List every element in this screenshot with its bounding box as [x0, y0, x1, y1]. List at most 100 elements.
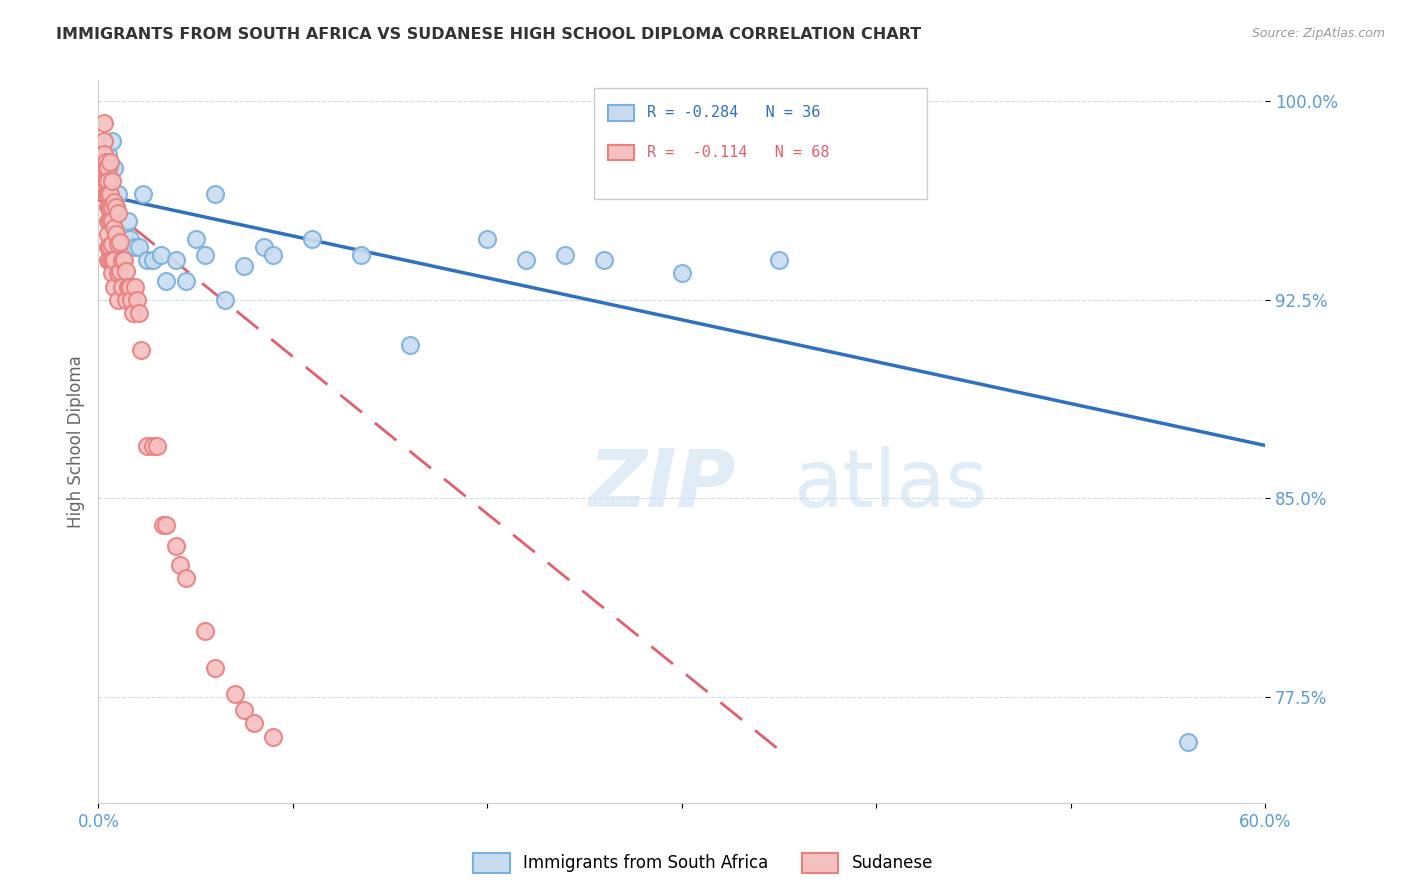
Point [93, 147, 115, 161]
FancyBboxPatch shape [595, 87, 927, 200]
Point [97, 174, 120, 188]
Text: ZIP: ZIP [589, 446, 735, 524]
Point [301, 232, 323, 246]
Point [174, 274, 197, 288]
Point [129, 343, 152, 358]
Point [184, 232, 207, 246]
Point [262, 730, 284, 744]
Point [101, 237, 124, 252]
Point [768, 253, 790, 268]
Point [96, 187, 118, 202]
Point [98, 187, 121, 202]
Point [97, 147, 120, 161]
Point [117, 213, 139, 227]
Point [98, 161, 121, 175]
Point [101, 134, 124, 148]
Point [107, 205, 129, 219]
Point [103, 279, 125, 293]
Point [165, 253, 187, 268]
Point [103, 194, 125, 209]
Point [103, 253, 125, 268]
Point [97, 213, 120, 227]
Legend: Immigrants from South Africa, Sudanese: Immigrants from South Africa, Sudanese [467, 847, 939, 880]
Point [101, 267, 124, 281]
Point [93, 115, 115, 129]
Point [149, 248, 172, 262]
Point [101, 213, 124, 227]
Point [97, 187, 120, 202]
Point [477, 232, 499, 246]
Point [122, 306, 145, 320]
Point [124, 240, 146, 254]
Text: R = -0.284   N = 36: R = -0.284 N = 36 [647, 105, 820, 120]
Point [98, 213, 121, 227]
Point [233, 703, 256, 717]
Point [104, 200, 127, 214]
Point [121, 293, 143, 307]
Point [127, 293, 149, 307]
Point [91, 161, 114, 175]
Point [128, 306, 150, 320]
Text: IMMIGRANTS FROM SOUTH AFRICA VS SUDANESE HIGH SCHOOL DIPLOMA CORRELATION CHART: IMMIGRANTS FROM SOUTH AFRICA VS SUDANESE… [56, 27, 921, 42]
Point [104, 200, 127, 214]
Point [104, 227, 127, 241]
Point [98, 200, 121, 214]
Point [98, 155, 121, 169]
Y-axis label: High School Diploma: High School Diploma [66, 355, 84, 528]
Point [155, 517, 177, 532]
Point [350, 248, 373, 262]
Point [142, 438, 165, 452]
Point [398, 338, 420, 352]
Point [243, 716, 266, 731]
Point [118, 279, 141, 293]
Point [117, 279, 139, 293]
Point [114, 293, 136, 307]
Point [108, 264, 131, 278]
Point [112, 227, 135, 241]
Point [262, 248, 284, 262]
Point [204, 187, 226, 202]
Point [96, 161, 118, 175]
Point [124, 279, 146, 293]
Point [194, 624, 217, 638]
Point [146, 438, 169, 452]
Point [108, 235, 131, 249]
FancyBboxPatch shape [609, 105, 634, 120]
Point [107, 237, 129, 252]
Text: R =  -0.114   N = 68: R = -0.114 N = 68 [647, 145, 830, 160]
Point [253, 240, 276, 254]
Point [97, 253, 120, 268]
Point [107, 267, 129, 281]
Text: atlas: atlas [793, 446, 987, 524]
Point [515, 253, 537, 268]
Point [101, 174, 124, 188]
Point [152, 517, 174, 532]
Point [98, 240, 121, 254]
Point [96, 174, 118, 188]
Point [136, 438, 159, 452]
Point [103, 161, 125, 175]
Point [97, 200, 120, 214]
FancyBboxPatch shape [609, 145, 634, 161]
Point [93, 134, 115, 148]
Point [1177, 735, 1199, 749]
Point [91, 179, 114, 194]
Point [593, 253, 616, 268]
Point [128, 240, 150, 254]
Point [194, 248, 217, 262]
Point [97, 240, 120, 254]
Point [97, 161, 120, 175]
Point [169, 558, 191, 572]
Point [97, 227, 120, 241]
Point [155, 274, 177, 288]
Point [112, 253, 135, 268]
Point [224, 687, 246, 701]
Point [671, 267, 693, 281]
Text: Source: ZipAtlas.com: Source: ZipAtlas.com [1251, 27, 1385, 40]
Point [554, 248, 576, 262]
Point [107, 187, 129, 202]
Point [111, 279, 134, 293]
Point [233, 259, 256, 273]
Point [174, 571, 197, 585]
Point [204, 661, 226, 675]
